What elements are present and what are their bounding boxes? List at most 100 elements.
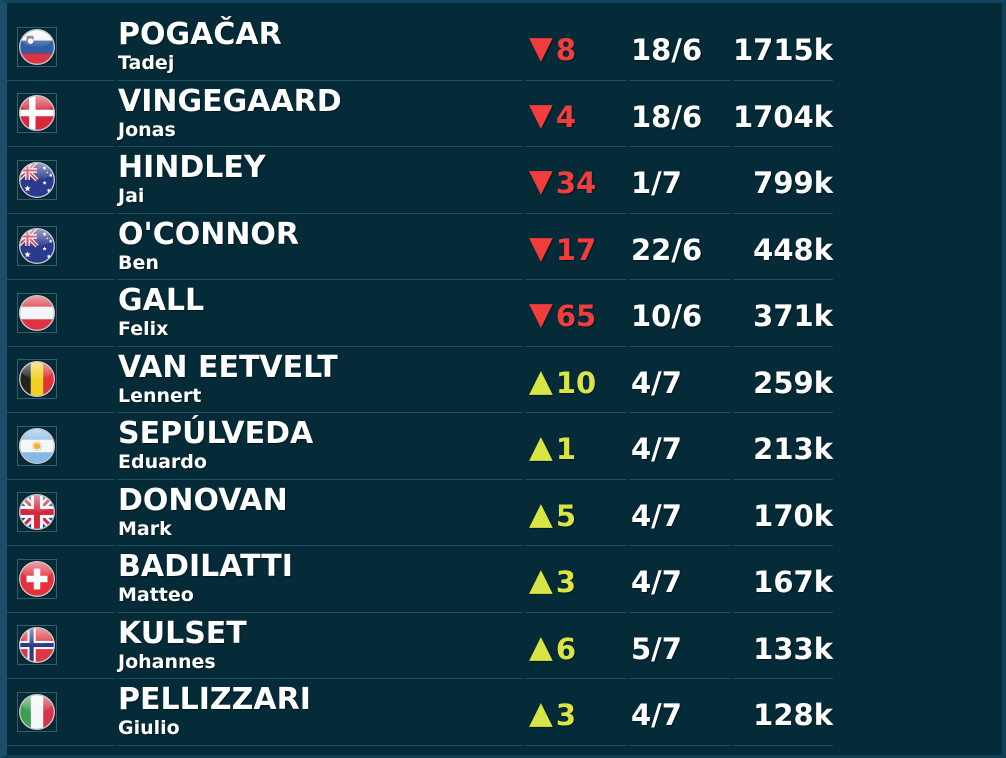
flag-icon-at: [17, 292, 57, 333]
date-cell: 4/7: [630, 347, 730, 413]
rider-surname: KULSET: [118, 615, 247, 651]
follower-count-cell: 1715k: [733, 14, 833, 81]
rank-change: ▼ 17: [525, 214, 627, 280]
follower-count: 1715k: [733, 33, 833, 68]
table-row[interactable]: HINDLEY Jai ▼ 34 1/7 799k: [7, 147, 833, 214]
follower-count-cell: 213k: [733, 413, 833, 480]
table-row[interactable]: PELLIZZARI Giulio ▲ 3 4/7 128k: [7, 679, 833, 746]
rider-surname: GALL: [118, 283, 205, 319]
flag-cell: [7, 214, 115, 280]
up-arrow-icon: ▲: [529, 695, 553, 732]
follower-count: 259k: [753, 365, 833, 400]
rider-firstname: Johannes: [118, 650, 216, 673]
date: 4/7: [631, 698, 682, 733]
rider-name-cell: BADILATTI Matteo: [118, 546, 522, 613]
up-arrow-icon: ▲: [529, 562, 553, 599]
date-cell: 4/7: [630, 480, 730, 546]
date-cell: 10/6: [630, 280, 730, 347]
rank-change-value: 6: [555, 631, 577, 666]
follower-count-cell: 259k: [733, 347, 833, 413]
rider-name-cell: PELLIZZARI Giulio: [118, 679, 522, 746]
table-row[interactable]: O'CONNOR Ben ▼ 17 22/6 448k: [7, 214, 833, 280]
follower-count-cell: 170k: [733, 480, 833, 546]
rank-change: ▲ 3: [525, 546, 627, 613]
rank-change-value: 10: [555, 365, 597, 400]
up-arrow-icon: ▲: [529, 362, 553, 399]
date-cell: 5/7: [630, 613, 730, 679]
table-row[interactable]: DONOVAN Mark ▲ 5 4/7 170k: [7, 480, 833, 546]
rider-surname: HINDLEY: [118, 150, 266, 186]
rider-surname: POGAČAR: [118, 17, 282, 53]
table-row[interactable]: KULSET Johannes ▲ 6 5/7 133k: [7, 613, 833, 679]
rank-change: ▼ 4: [525, 81, 627, 147]
flag-cell: [7, 413, 115, 480]
follower-count-cell: 371k: [733, 280, 833, 347]
table-row[interactable]: SEPÚLVEDA Eduardo ▲ 1 4/7 213k: [7, 413, 833, 480]
up-arrow-icon: ▲: [529, 495, 553, 532]
flag-icon-it: [17, 691, 57, 732]
date-cell: 1/7: [630, 147, 730, 214]
up-arrow-icon: ▲: [529, 628, 553, 665]
flag-icon-dk: [17, 93, 57, 134]
date: 4/7: [631, 432, 682, 467]
table-row[interactable]: VINGEGAARD Jonas ▼ 4 18/6 1704k: [7, 81, 833, 147]
rider-surname: VINGEGAARD: [118, 83, 342, 119]
rank-change-value: 1: [555, 432, 577, 467]
rider-name-cell: GALL Felix: [118, 280, 522, 347]
date-cell: 4/7: [630, 546, 730, 613]
follower-count-cell: 133k: [733, 613, 833, 679]
date: 10/6: [631, 299, 703, 334]
follower-count: 1704k: [733, 99, 833, 134]
flag-cell: [7, 679, 115, 746]
rank-change: ▼ 8: [525, 14, 627, 81]
flag-cell: [7, 147, 115, 214]
rider-surname: VAN EETVELT: [118, 349, 338, 385]
rider-name-cell: VAN EETVELT Lennert: [118, 347, 522, 413]
rider-firstname: Lennert: [118, 384, 202, 407]
rider-firstname: Mark: [118, 517, 172, 540]
rider-firstname: Tadej: [118, 52, 175, 75]
rider-firstname: Felix: [118, 318, 169, 341]
table-row[interactable]: GALL Felix ▼ 65 10/6 371k: [7, 280, 833, 347]
rank-change: ▲ 6: [525, 613, 627, 679]
date-cell: 4/7: [630, 679, 730, 746]
date: 4/7: [631, 498, 682, 533]
flag-icon-be: [17, 359, 57, 400]
date: 18/6: [631, 33, 703, 68]
rank-change: ▲ 5: [525, 480, 627, 546]
rider-firstname: Ben: [118, 251, 159, 274]
rank-change-value: 3: [555, 698, 577, 733]
down-arrow-icon: ▼: [529, 229, 553, 266]
follower-count: 128k: [753, 698, 833, 733]
table-row[interactable]: POGAČAR Tadej ▼ 8 18/6 1715k: [7, 14, 833, 81]
down-arrow-icon: ▼: [529, 163, 553, 200]
date-cell: 18/6: [630, 14, 730, 81]
rider-name-cell: POGAČAR Tadej: [118, 14, 522, 81]
follower-count-cell: 167k: [733, 546, 833, 613]
follower-count: 170k: [753, 498, 833, 533]
rank-change: ▲ 10: [525, 347, 627, 413]
date: 4/7: [631, 365, 682, 400]
flag-icon-au: [17, 226, 57, 267]
flag-cell: [7, 546, 115, 613]
table-row[interactable]: BADILATTI Matteo ▲ 3 4/7 167k: [7, 546, 833, 613]
rider-name-cell: VINGEGAARD Jonas: [118, 81, 522, 147]
flag-icon-au: [17, 159, 57, 200]
rank-change-value: 8: [555, 33, 577, 68]
down-arrow-icon: ▼: [529, 96, 553, 133]
flag-icon-no: [17, 625, 57, 666]
rank-change-value: 5: [555, 498, 577, 533]
follower-count-cell: 799k: [733, 147, 833, 214]
flag-cell: [7, 14, 115, 81]
rank-change-value: 17: [555, 232, 597, 267]
date-cell: 4/7: [630, 413, 730, 480]
date: 22/6: [631, 232, 703, 267]
rider-surname: BADILATTI: [118, 549, 293, 585]
table-row[interactable]: VAN EETVELT Lennert ▲ 10 4/7 259k: [7, 347, 833, 413]
follower-count-cell: 448k: [733, 214, 833, 280]
flag-cell: [7, 280, 115, 347]
rider-firstname: Jai: [118, 185, 145, 208]
rider-surname: PELLIZZARI: [118, 682, 311, 718]
rank-change-value: 3: [555, 565, 577, 600]
